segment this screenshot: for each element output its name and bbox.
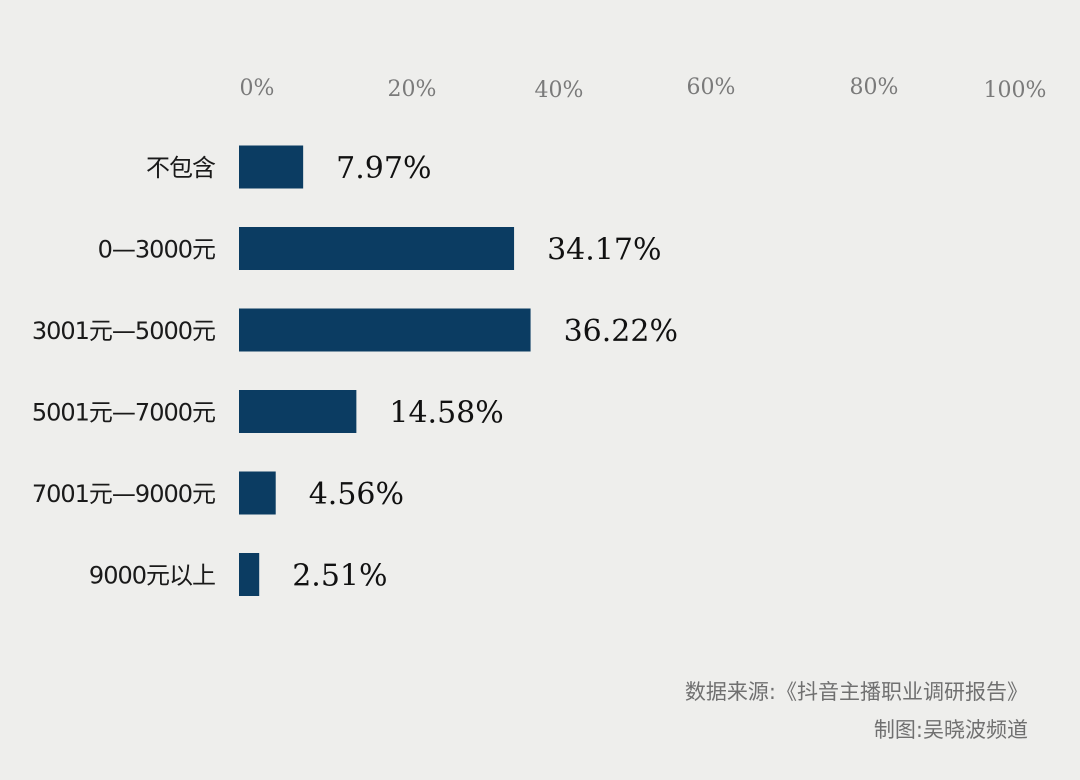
bar xyxy=(239,308,531,352)
data-label: 14.58% xyxy=(389,396,503,431)
category-label: 3001元—5000元 xyxy=(32,317,215,345)
category-label: 不包含 xyxy=(146,154,216,182)
category-label: 7001元—9000元 xyxy=(32,480,215,508)
x-tick-label: 100% xyxy=(984,78,1047,103)
bar xyxy=(239,145,304,189)
bar xyxy=(239,471,276,515)
data-label: 7.97% xyxy=(336,151,431,186)
category-label: 5001元—7000元 xyxy=(32,399,215,427)
x-tick-label: 60% xyxy=(687,75,736,100)
bar xyxy=(239,553,260,596)
category-label: 0—3000元 xyxy=(98,236,215,264)
data-source-note: 数据来源:《抖音主播职业调研报告》 xyxy=(684,680,1028,704)
data-label: 34.17% xyxy=(547,233,661,268)
data-label: 4.56% xyxy=(309,477,404,512)
x-tick-label: 0% xyxy=(240,76,275,101)
bar xyxy=(239,227,515,270)
bar xyxy=(239,390,357,433)
value-labels: 7.97% 34.17% 36.22% 14.58% 4.56% 2.51% xyxy=(292,151,678,594)
chart-credit: 制图:吴晓波频道 xyxy=(873,718,1028,742)
data-label: 36.22% xyxy=(564,314,678,349)
category-labels: 不包含 0—3000元 3001元—5000元 5001元—7000元 7001元—90… xyxy=(32,154,217,590)
x-tick-label: 80% xyxy=(850,75,899,100)
x-axis-ticks: 0% 20% 40% 60% 80% 100% xyxy=(240,75,1047,103)
bars xyxy=(239,145,531,596)
x-tick-label: 40% xyxy=(535,78,584,103)
category-label: 9000元以上 xyxy=(89,562,215,590)
x-tick-label: 20% xyxy=(388,77,437,102)
data-label: 2.51% xyxy=(292,559,387,594)
